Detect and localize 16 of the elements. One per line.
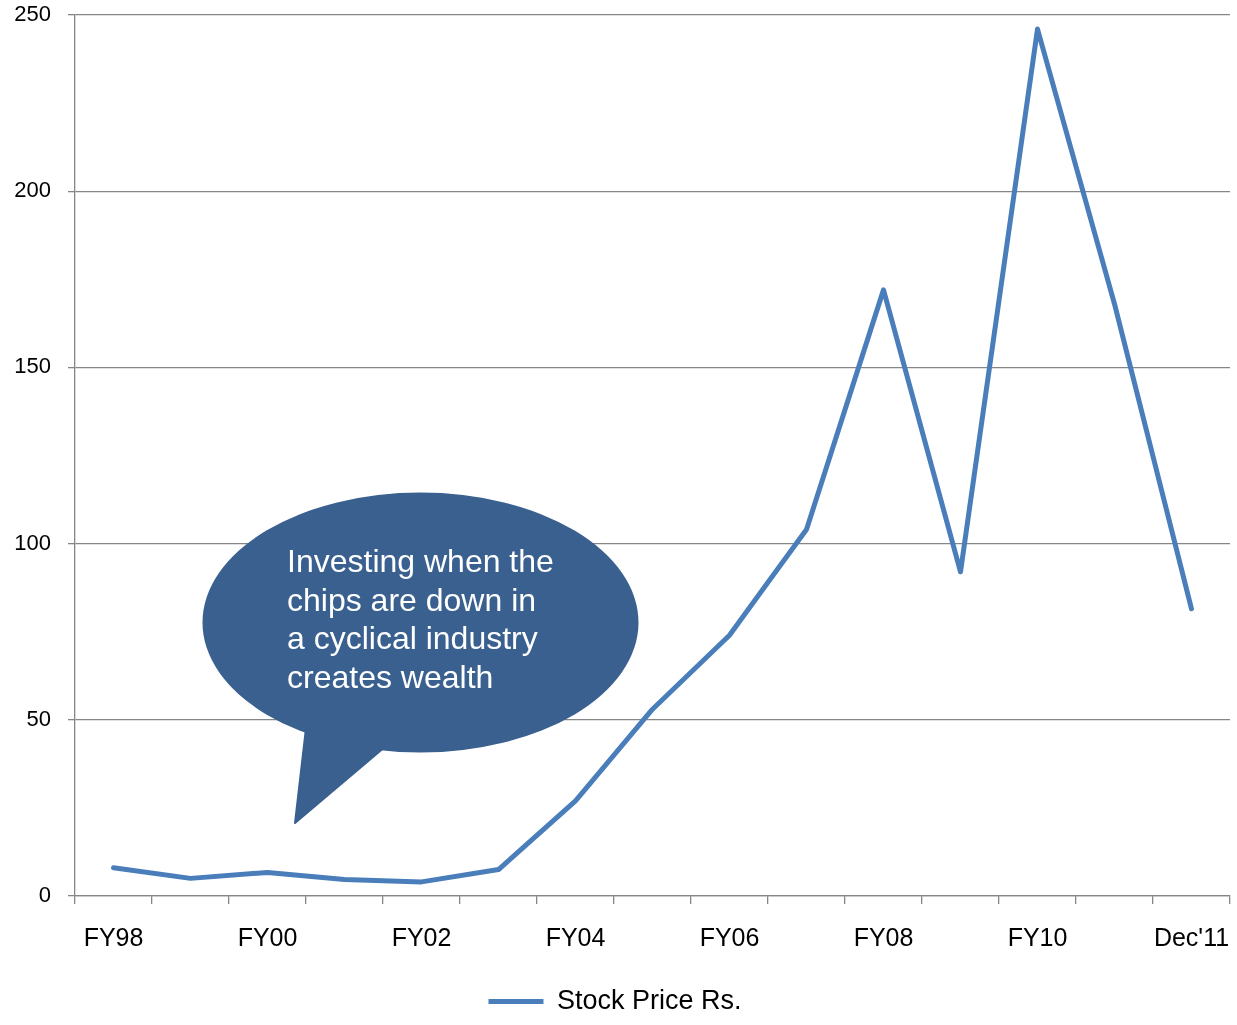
x-tick-label: FY04 xyxy=(545,922,606,951)
x-tick-label: Dec'11 xyxy=(1153,922,1230,951)
annotation: Investing when the chips are down in a cyclical industry creates wealth xyxy=(287,542,555,696)
x-tick-label: FY10 xyxy=(1007,922,1068,951)
x-tick-label: FY08 xyxy=(853,922,914,951)
y-tick-label: 100 xyxy=(14,529,51,555)
x-tick-label: FY00 xyxy=(237,922,298,951)
y-tick-label: 200 xyxy=(14,177,51,203)
y-tick-label: 50 xyxy=(26,705,51,731)
x-tick-label: FY98 xyxy=(83,922,144,951)
y-tick-label: 250 xyxy=(14,1,51,27)
legend-label: Stock Price Rs. xyxy=(556,984,742,1015)
y-tick-label: 150 xyxy=(14,353,51,379)
y-tick-label: 0 xyxy=(38,882,51,908)
x-tick-label: FY06 xyxy=(699,922,760,951)
x-tick-label: FY02 xyxy=(391,922,452,951)
